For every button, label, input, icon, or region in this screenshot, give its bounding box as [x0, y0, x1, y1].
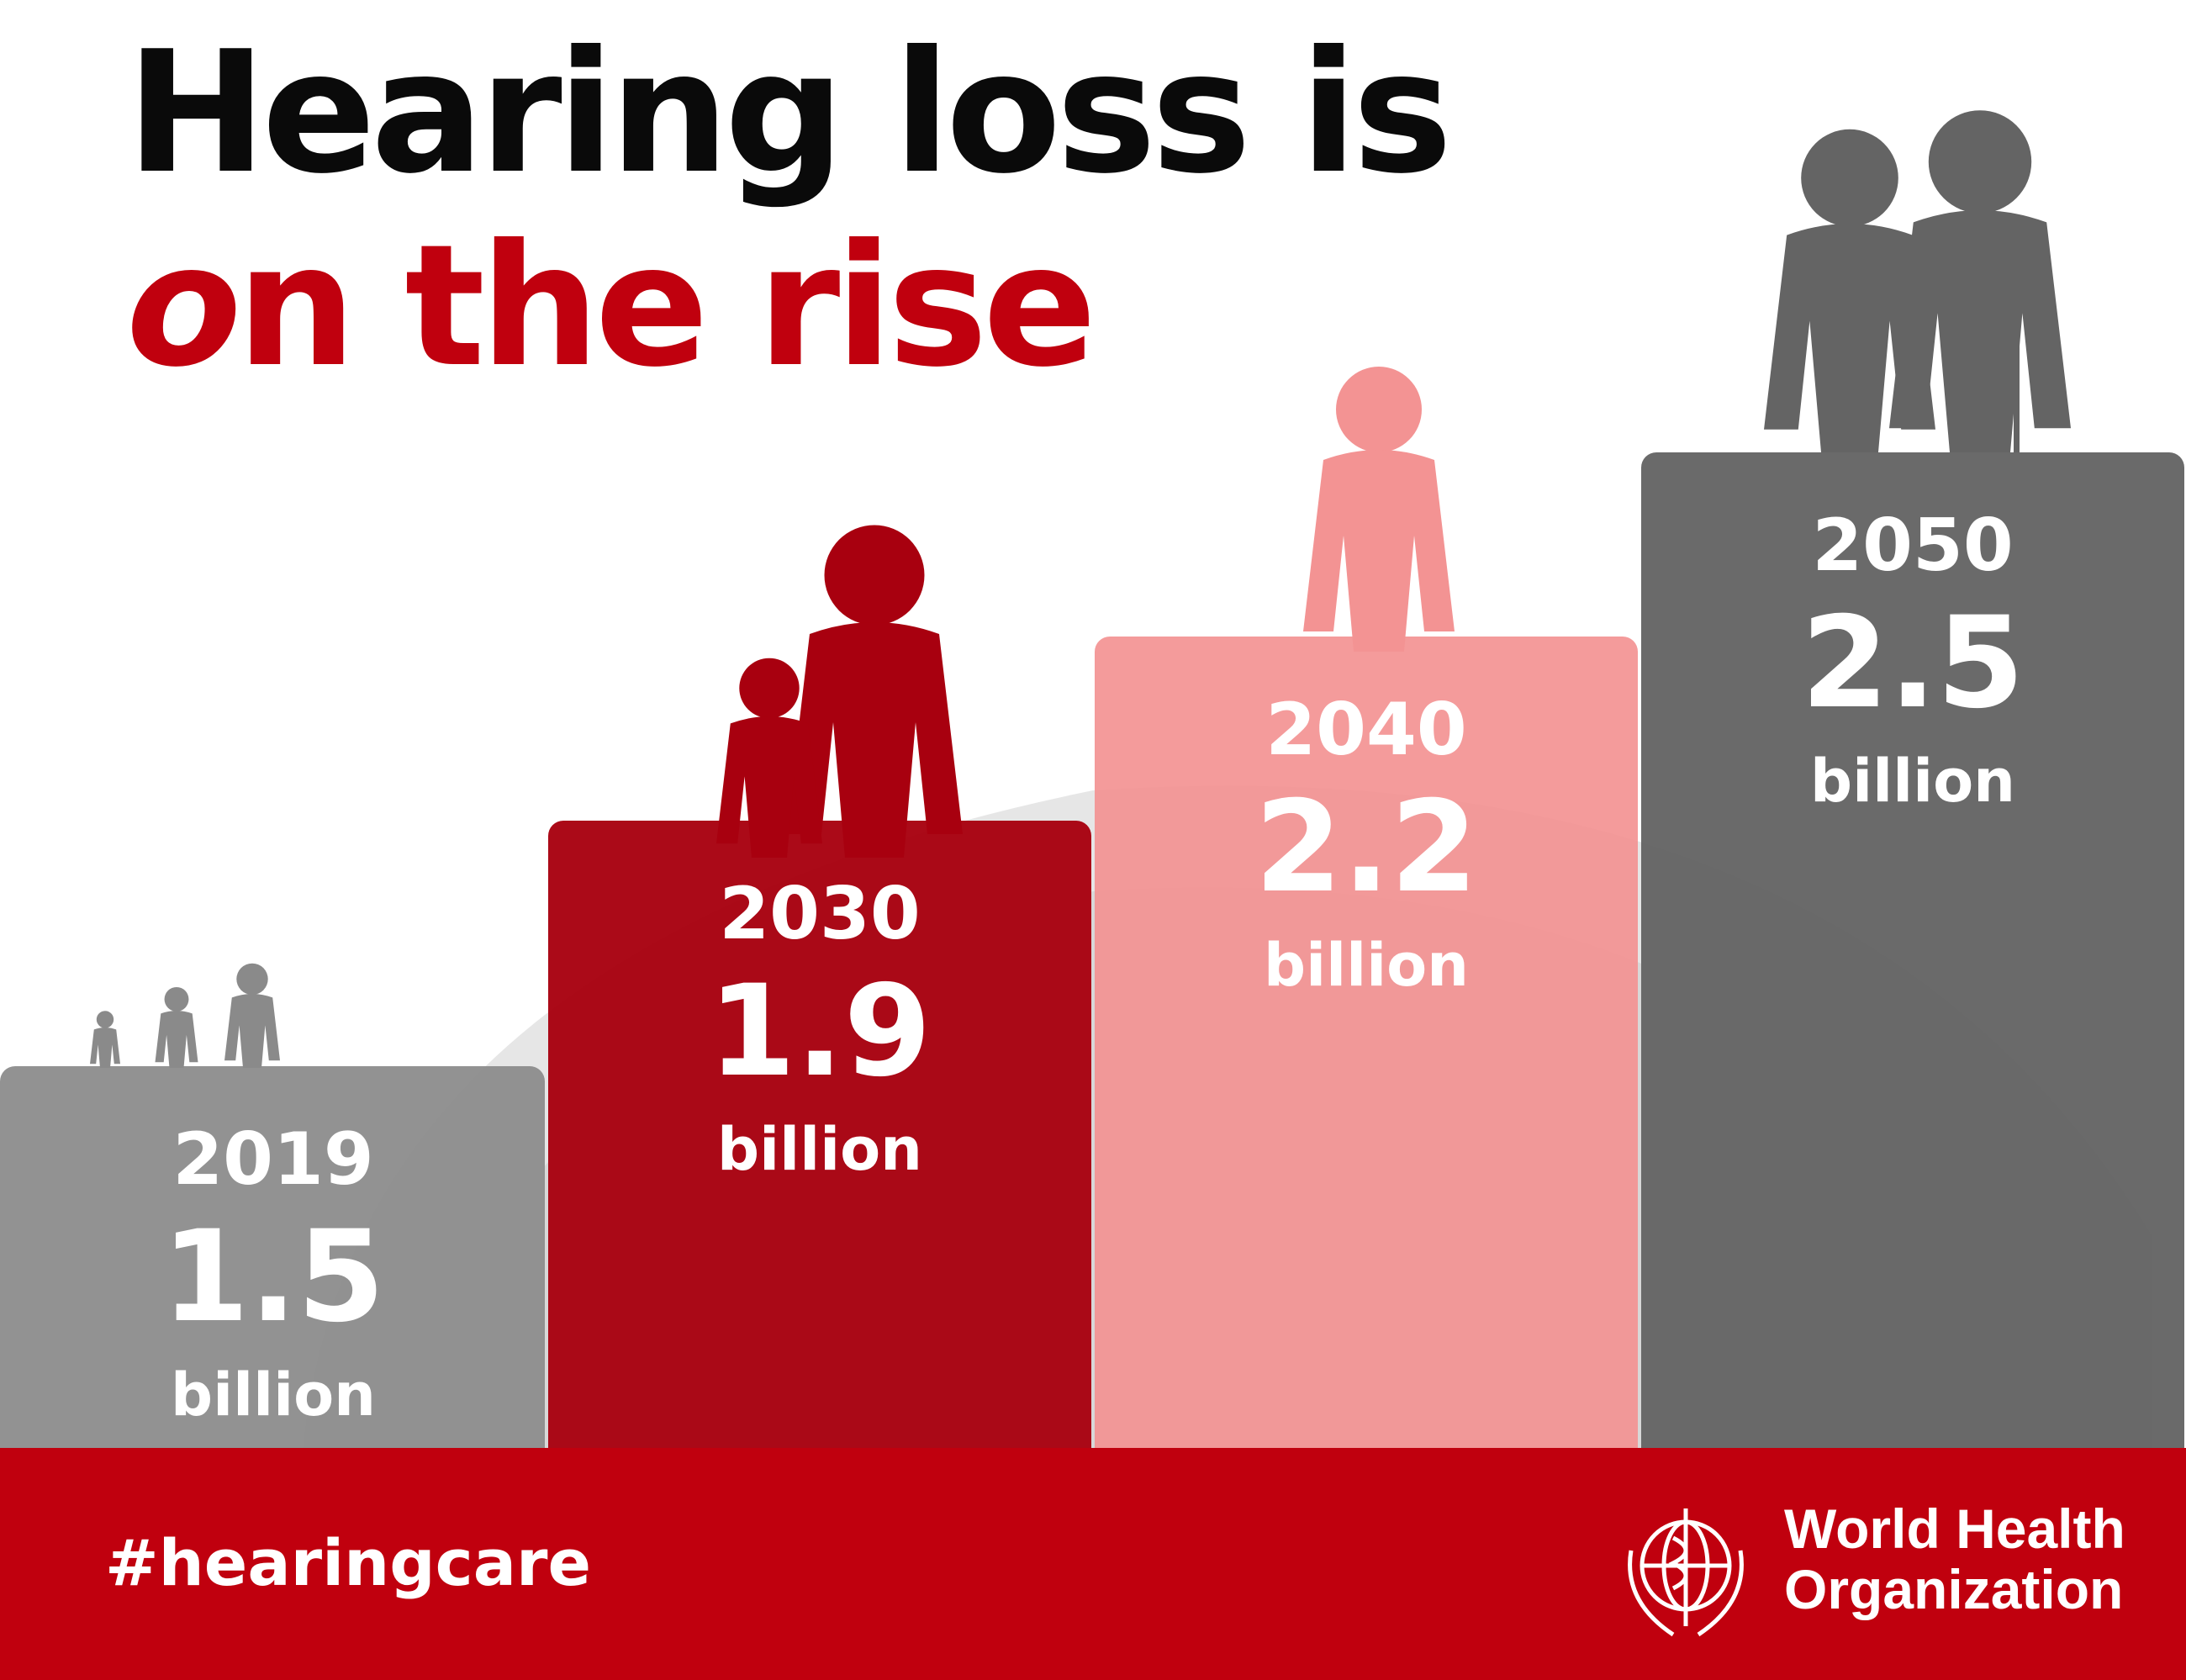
elderly-couple-silhouette-icon: [1764, 110, 2071, 452]
who-emblem-icon: [1628, 1508, 1744, 1637]
year-label-2040: 2040: [1265, 688, 1466, 772]
unit-label-2030: billion: [717, 1115, 922, 1184]
year-label-2019: 2019: [172, 1117, 373, 1202]
bar-2040: [1095, 637, 1638, 1465]
year-label-2050: 2050: [1812, 504, 2013, 588]
year-label-2030: 2030: [719, 872, 920, 956]
value-label-2050: 2.5: [1801, 590, 2025, 737]
headline-line-2: on the rise: [126, 210, 1724, 404]
bar-2050: [1641, 452, 2184, 1465]
value-label-2030: 1.9: [708, 959, 932, 1105]
headline-line-2-italic: o: [126, 209, 241, 404]
unit-label-2040: billion: [1264, 931, 1469, 1000]
organization-name: World Health Organization: [1784, 1498, 2125, 1619]
family-silhouette-icon: [90, 963, 280, 1068]
org-name-line-1: World Health: [1784, 1498, 2125, 1560]
value-label-2040: 2.2: [1254, 774, 1478, 921]
headline: Hearing loss is on the rise: [126, 17, 1724, 404]
unit-label-2050: billion: [1810, 747, 2015, 816]
woman-silhouette-icon: [1303, 367, 1455, 652]
footer-band: #hearingcare World Health Organization: [0, 1448, 2186, 1680]
org-name-line-2: Organization: [1784, 1558, 2124, 1620]
bar-2019: [0, 1066, 545, 1465]
adult-child-silhouette-icon: [716, 525, 963, 858]
unit-label-2019: billion: [171, 1360, 376, 1429]
bar-2030: [548, 821, 1091, 1465]
hashtag-label: #hearingcare: [105, 1525, 592, 1600]
headline-line-2-rest: n the rise: [236, 209, 1096, 404]
value-label-2019: 1.5: [161, 1204, 385, 1350]
silhouette-figures: [90, 110, 2071, 1068]
headline-line-1: Hearing loss is: [126, 15, 1453, 211]
